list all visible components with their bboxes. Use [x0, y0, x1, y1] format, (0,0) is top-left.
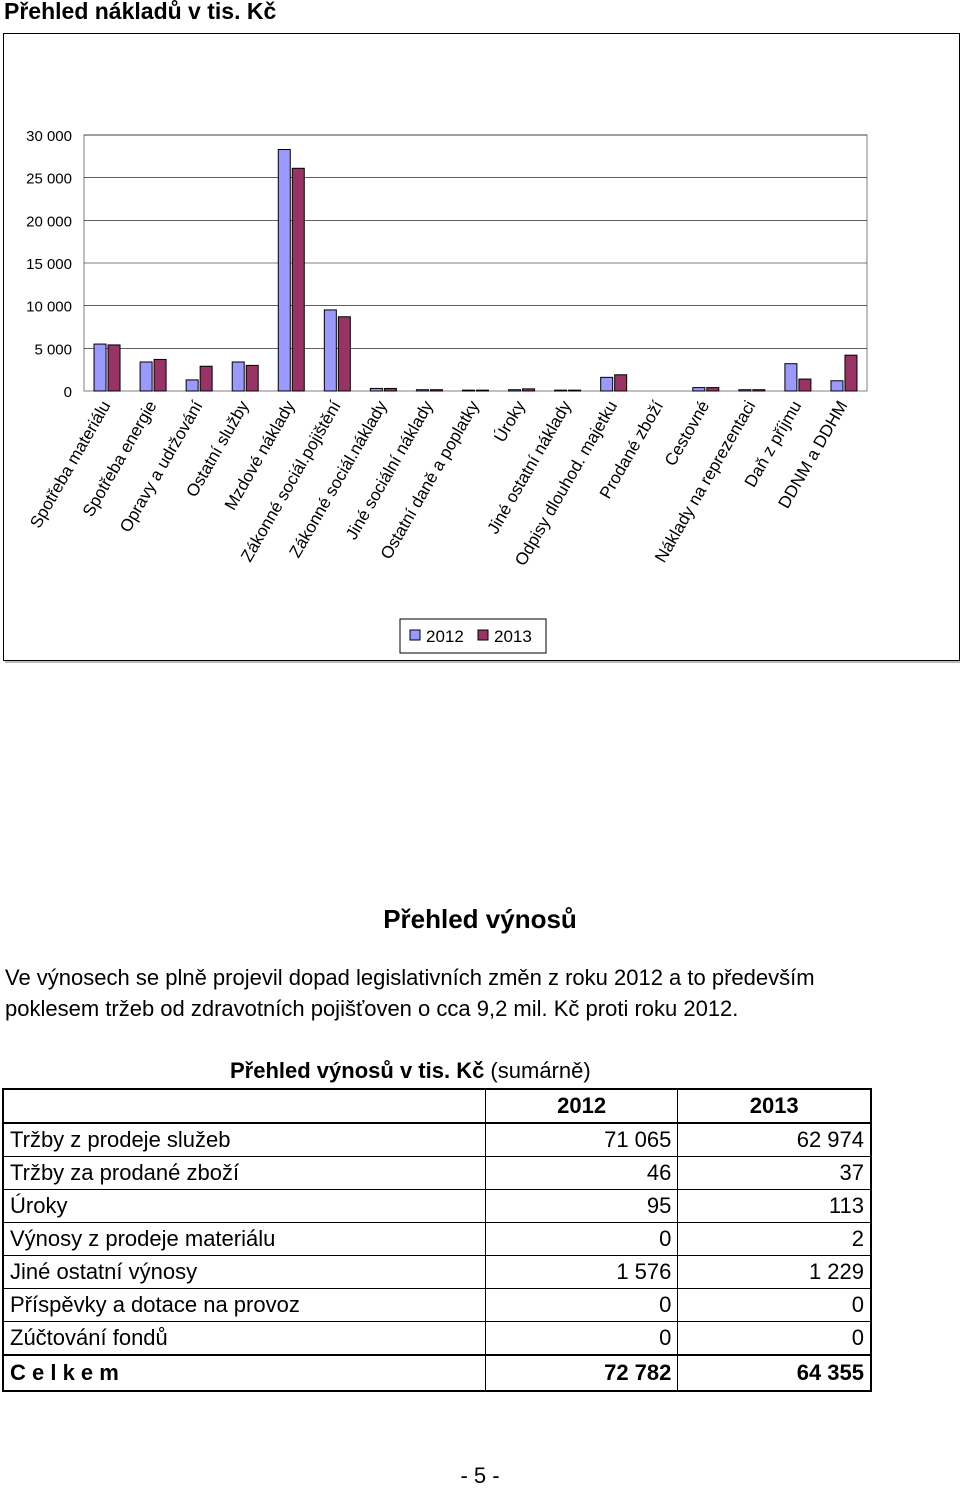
section-title: Přehled výnosů [383, 904, 577, 934]
bar-2012 [185, 379, 199, 392]
legend-swatch-2013 [477, 629, 489, 641]
bar-2013 [706, 387, 720, 392]
row-value-2012: 46 [484, 1156, 679, 1190]
row-value-2012: 0 [484, 1321, 679, 1356]
table-row: Zúčtování fondů 0 0 [2, 1321, 872, 1356]
row-label: Jiné ostatní výnosy [2, 1255, 486, 1289]
table-total-row: C e l k e m 72 782 64 355 [2, 1354, 872, 1392]
cost-chart: 0 5 000 10 000 15 000 20 000 25 000 30 000 Spot… [3, 33, 960, 661]
bar-2012 [784, 363, 798, 392]
bar-2012 [692, 387, 706, 392]
bar-2012 [554, 389, 568, 392]
y-tick-label: 30 000 [26, 128, 72, 145]
row-value-2013: 0 [677, 1321, 872, 1356]
row-value-2012: 71 065 [484, 1122, 679, 1157]
bar-2012 [231, 361, 245, 392]
bar-2013 [844, 354, 858, 392]
legend-label: 2012 [426, 627, 464, 646]
bar-2012 [738, 389, 752, 392]
row-label: Úroky [2, 1189, 486, 1223]
bar-2013 [752, 389, 766, 392]
cost-chart-svg: 0 5 000 10 000 15 000 20 000 25 000 30 000 Spot… [26, 128, 868, 654]
table-caption-bold: Přehled výnosů v tis. Kč [230, 1058, 485, 1083]
legend-label: 2013 [494, 627, 532, 646]
bar-2013 [614, 374, 628, 392]
page-number: - 5 - [460, 1463, 500, 1488]
bar-2013 [798, 378, 812, 392]
row-value-2013: 37 [677, 1156, 872, 1190]
bar-2013 [383, 387, 397, 392]
x-category-label: Cestovné [661, 398, 713, 470]
bar-2012 [600, 376, 614, 392]
table-row: Tržby za prodané zboží 46 37 [2, 1156, 872, 1190]
row-value-2013: 0 [677, 1288, 872, 1322]
bar-2012 [508, 389, 522, 392]
row-label: Zúčtování fondů [2, 1321, 486, 1356]
x-category-label: Jiné sociální náklady [342, 397, 437, 543]
row-value-2012: 95 [484, 1189, 679, 1223]
bar-2013 [291, 167, 305, 392]
x-category-label: Opravy a udržování [116, 397, 207, 535]
table-row: Výnosy z prodeje materiálu 0 2 [2, 1222, 872, 1256]
table-header-cell: 2012 [484, 1088, 679, 1124]
row-value-2012: 1 576 [484, 1255, 679, 1289]
page-heading: Přehled nákladů v tis. Kč [4, 0, 277, 24]
table-row: Jiné ostatní výnosy 1 576 1 229 [2, 1255, 872, 1289]
legend-swatch-2012 [409, 629, 421, 641]
total-label: C e l k e m [2, 1354, 486, 1392]
row-value-2012: 0 [484, 1222, 679, 1256]
row-value-2012: 0 [484, 1288, 679, 1322]
legend-box [399, 618, 547, 654]
y-tick-label: 10 000 [26, 299, 72, 316]
bar-2012 [277, 149, 291, 392]
table-row: Úroky 95 113 [2, 1189, 872, 1223]
table-header-cell: 2013 [677, 1088, 872, 1124]
row-label: Příspěvky a dotace na provoz [2, 1288, 486, 1322]
bar-2012 [415, 389, 429, 392]
paragraph-line-2: poklesem tržeb od zdravotních pojišťoven… [5, 996, 739, 1021]
y-tick-label: 0 [64, 384, 72, 401]
row-value-2013: 2 [677, 1222, 872, 1256]
x-category-label: Jiné ostatní náklady [483, 397, 575, 537]
table-header-cell [2, 1088, 486, 1124]
table-row: Tržby z prodeje služeb 71 065 62 974 [2, 1122, 872, 1157]
row-value-2013: 113 [677, 1189, 872, 1223]
row-label: Výnosy z prodeje materiálu [2, 1222, 486, 1256]
bar-2012 [830, 380, 844, 392]
row-label: Tržby za prodané zboží [2, 1156, 486, 1190]
bar-2013 [337, 316, 351, 392]
y-tick-label: 25 000 [26, 171, 72, 188]
x-category-label: Spotřeba materiálu [26, 398, 114, 532]
table-row: Příspěvky a dotace na provoz 0 0 [2, 1288, 872, 1322]
revenue-table: 2012 2013 Tržby z prodeje služeb 71 065 … [2, 1088, 872, 1392]
bar-2012 [139, 361, 153, 392]
table-header-row: 2012 2013 [2, 1088, 872, 1124]
bar-2013 [199, 365, 213, 392]
bar-2013 [476, 389, 489, 392]
row-value-2013: 62 974 [677, 1122, 872, 1157]
table-caption: Přehled výnosů v tis. Kč (sumárně) [230, 1058, 591, 1084]
bar-2012 [323, 309, 337, 392]
paragraph-line-1: Ve výnosech se plně projevil dopad legis… [5, 965, 815, 990]
bar-2013 [522, 388, 536, 392]
y-tick-label: 20 000 [26, 213, 72, 230]
row-value-2013: 1 229 [677, 1255, 872, 1289]
y-tick-label: 5 000 [34, 341, 72, 358]
bar-2013 [429, 389, 443, 392]
bar-2012 [369, 387, 383, 392]
total-value-2013: 64 355 [677, 1354, 872, 1392]
bar-2013 [245, 364, 259, 392]
x-category-label: Úroky [490, 397, 529, 445]
bar-2012 [462, 389, 475, 392]
row-label: Tržby z prodeje služeb [2, 1122, 486, 1157]
bar-2013 [107, 344, 121, 392]
total-value-2012: 72 782 [484, 1354, 679, 1392]
bar-2012 [93, 343, 107, 392]
bar-2013 [153, 358, 167, 392]
bar-2013 [568, 389, 582, 392]
table-caption-normal: (sumárně) [484, 1058, 591, 1083]
y-tick-label: 15 000 [26, 256, 72, 273]
revenue-paragraph: Ve výnosech se plně projevil dopad legis… [5, 962, 960, 1024]
